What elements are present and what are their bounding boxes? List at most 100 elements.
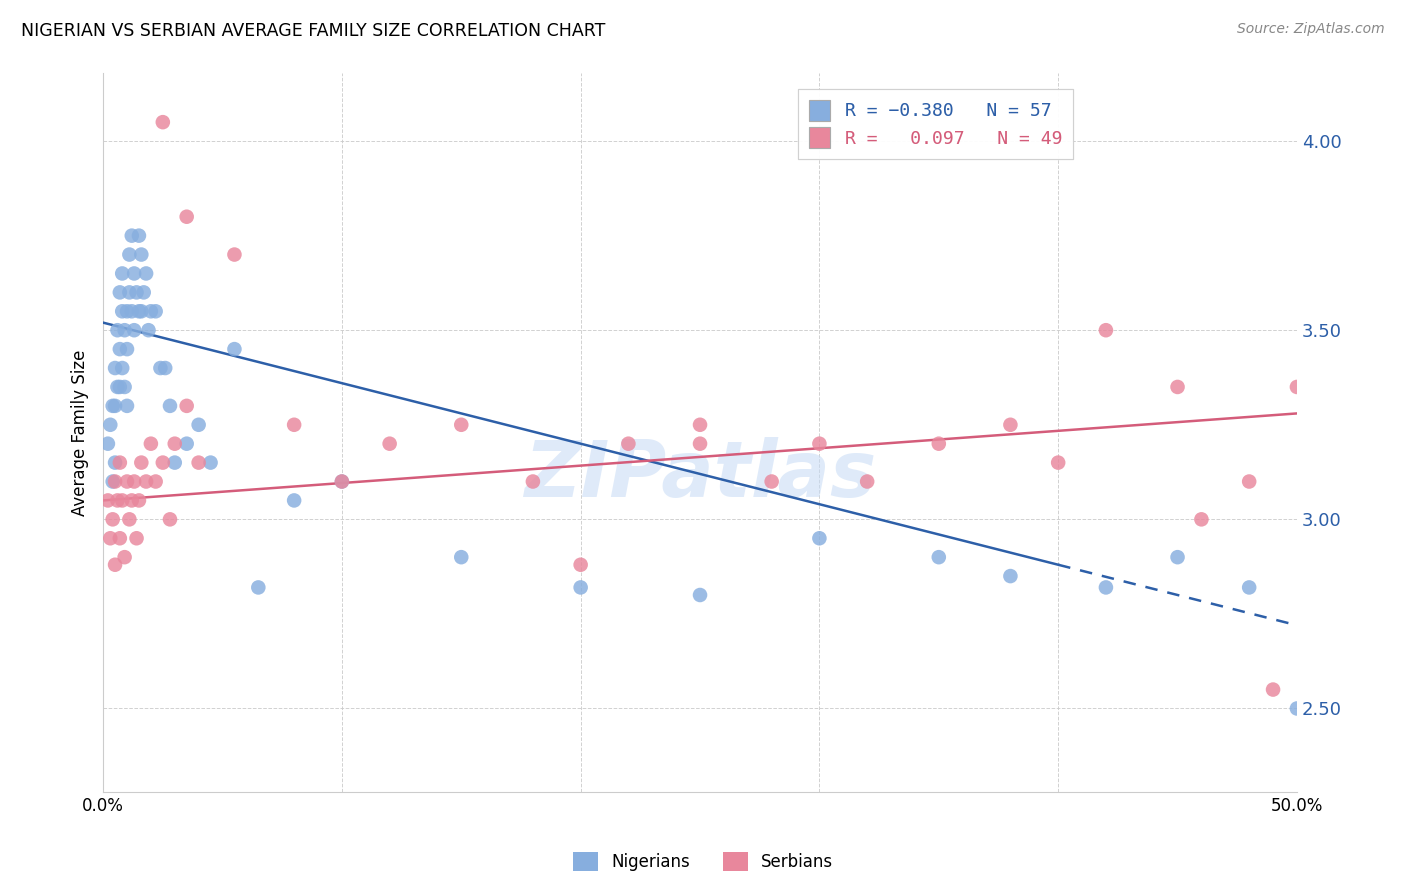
Point bbox=[138, 323, 160, 337]
Point bbox=[689, 417, 711, 432]
Point bbox=[689, 588, 711, 602]
Point bbox=[111, 304, 134, 318]
Point bbox=[450, 417, 472, 432]
Point bbox=[1237, 581, 1260, 595]
Point bbox=[247, 581, 270, 595]
Point bbox=[1000, 417, 1022, 432]
Point bbox=[176, 436, 198, 450]
Point bbox=[107, 323, 129, 337]
Point bbox=[450, 550, 472, 565]
Point bbox=[114, 323, 136, 337]
Point bbox=[108, 531, 131, 545]
Point bbox=[1167, 550, 1189, 565]
Point bbox=[152, 456, 174, 470]
Point bbox=[928, 550, 950, 565]
Point bbox=[283, 417, 305, 432]
Point bbox=[104, 475, 127, 489]
Point bbox=[121, 493, 143, 508]
Point bbox=[200, 456, 222, 470]
Point bbox=[1261, 682, 1284, 697]
Point bbox=[111, 267, 134, 281]
Point bbox=[108, 285, 131, 300]
Point bbox=[125, 531, 148, 545]
Point bbox=[118, 247, 141, 261]
Point bbox=[856, 475, 879, 489]
Point bbox=[149, 361, 172, 376]
Point bbox=[131, 304, 153, 318]
Point bbox=[522, 475, 544, 489]
Point bbox=[928, 436, 950, 450]
Point bbox=[108, 342, 131, 356]
Point bbox=[115, 304, 138, 318]
Point bbox=[1285, 701, 1308, 715]
Point bbox=[330, 475, 353, 489]
Point bbox=[104, 399, 127, 413]
Point bbox=[1000, 569, 1022, 583]
Point bbox=[145, 475, 167, 489]
Legend: R = −0.380   N = 57, R =   0.097   N = 49: R = −0.380 N = 57, R = 0.097 N = 49 bbox=[797, 89, 1073, 159]
Point bbox=[114, 380, 136, 394]
Point bbox=[187, 456, 209, 470]
Point bbox=[128, 304, 150, 318]
Point bbox=[98, 531, 121, 545]
Point bbox=[139, 304, 162, 318]
Point bbox=[104, 558, 127, 572]
Point bbox=[121, 304, 143, 318]
Point bbox=[108, 380, 131, 394]
Point bbox=[224, 247, 246, 261]
Point bbox=[1167, 380, 1189, 394]
Point bbox=[159, 399, 181, 413]
Text: NIGERIAN VS SERBIAN AVERAGE FAMILY SIZE CORRELATION CHART: NIGERIAN VS SERBIAN AVERAGE FAMILY SIZE … bbox=[21, 22, 606, 40]
Point bbox=[1285, 380, 1308, 394]
Point bbox=[128, 228, 150, 243]
Point bbox=[131, 247, 153, 261]
Point bbox=[689, 436, 711, 450]
Point bbox=[187, 417, 209, 432]
Point bbox=[122, 267, 145, 281]
Point bbox=[808, 531, 831, 545]
Point bbox=[1047, 456, 1070, 470]
Point bbox=[98, 417, 121, 432]
Point bbox=[135, 267, 157, 281]
Point bbox=[128, 493, 150, 508]
Point bbox=[569, 558, 592, 572]
Point bbox=[1189, 512, 1212, 526]
Point bbox=[122, 323, 145, 337]
Point bbox=[131, 456, 153, 470]
Point bbox=[121, 228, 143, 243]
Point bbox=[283, 493, 305, 508]
Point bbox=[118, 512, 141, 526]
Point bbox=[1095, 323, 1118, 337]
Point bbox=[176, 399, 198, 413]
Point bbox=[118, 285, 141, 300]
Point bbox=[97, 436, 120, 450]
Point bbox=[115, 342, 138, 356]
Point bbox=[101, 475, 124, 489]
Point bbox=[1237, 475, 1260, 489]
Point bbox=[145, 304, 167, 318]
Point bbox=[115, 399, 138, 413]
Point bbox=[569, 581, 592, 595]
Point bbox=[163, 436, 186, 450]
Point bbox=[163, 456, 186, 470]
Point bbox=[135, 475, 157, 489]
Legend: Nigerians, Serbians: Nigerians, Serbians bbox=[564, 843, 842, 880]
Point bbox=[139, 436, 162, 450]
Point bbox=[159, 512, 181, 526]
Point bbox=[101, 512, 124, 526]
Point bbox=[761, 475, 783, 489]
Point bbox=[132, 285, 155, 300]
Y-axis label: Average Family Size: Average Family Size bbox=[72, 349, 89, 516]
Point bbox=[125, 285, 148, 300]
Point bbox=[111, 493, 134, 508]
Point bbox=[108, 456, 131, 470]
Point bbox=[122, 475, 145, 489]
Point bbox=[176, 210, 198, 224]
Point bbox=[104, 361, 127, 376]
Point bbox=[617, 436, 640, 450]
Point bbox=[107, 380, 129, 394]
Text: Source: ZipAtlas.com: Source: ZipAtlas.com bbox=[1237, 22, 1385, 37]
Point bbox=[1095, 581, 1118, 595]
Point bbox=[97, 493, 120, 508]
Point bbox=[224, 342, 246, 356]
